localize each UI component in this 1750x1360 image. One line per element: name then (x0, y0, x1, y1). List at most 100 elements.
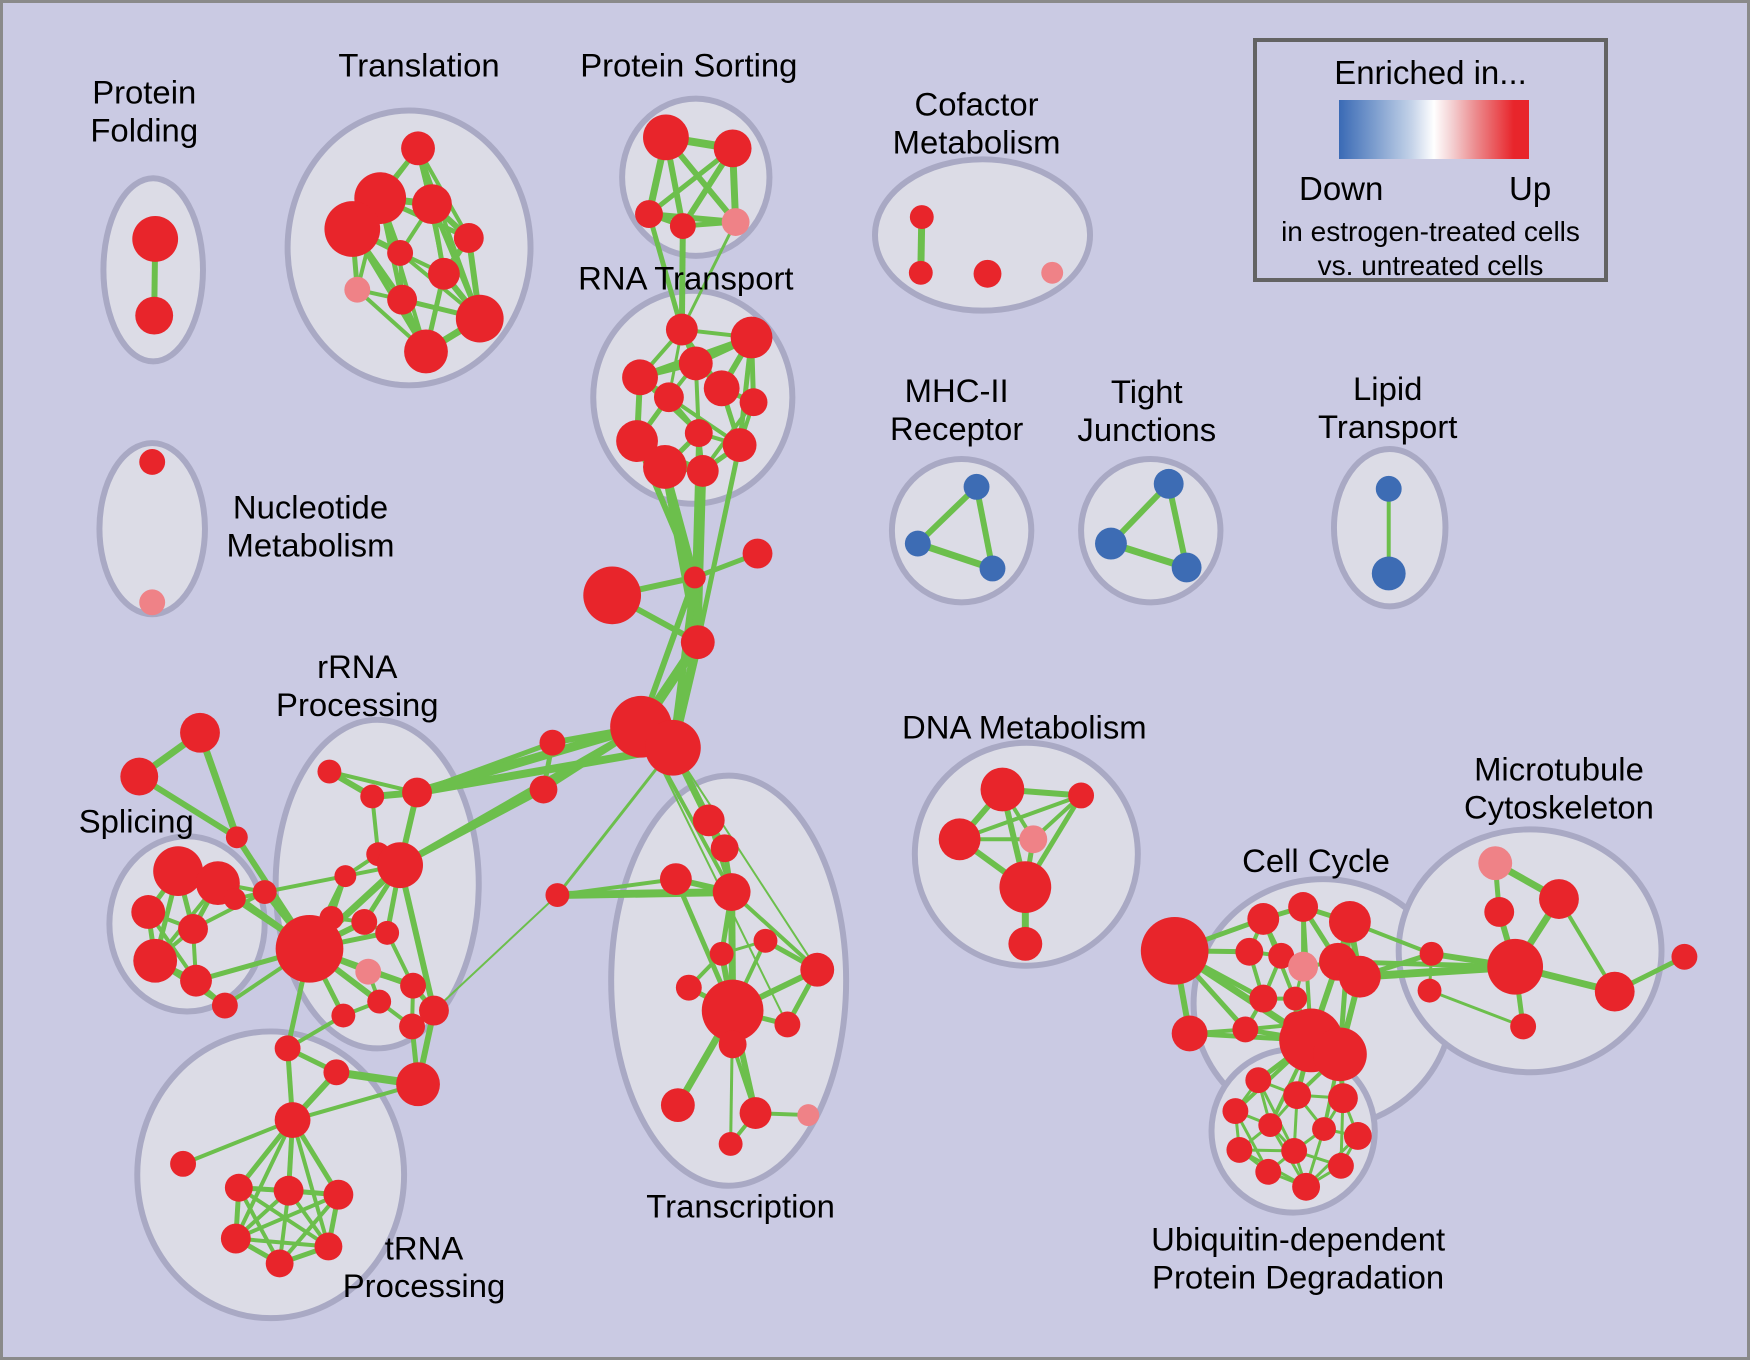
cluster-cofactor-metabolism-label: Metabolism (893, 123, 1061, 160)
node-u4 (1327, 1083, 1358, 1114)
node-cc5 (1328, 901, 1371, 943)
node-u2 (1283, 1081, 1312, 1110)
node-r3 (402, 777, 432, 808)
node-hub2 (645, 719, 701, 776)
node-s1 (539, 729, 566, 756)
node-tx10 (718, 1030, 747, 1059)
legend-subtitle-line1: in estrogen-treated cells (1281, 216, 1580, 247)
cluster-cell-cycle-label: Cell Cycle (1242, 842, 1390, 879)
node-d3 (938, 818, 981, 861)
node-co4 (1041, 261, 1064, 284)
node-sp7 (180, 964, 212, 997)
node-u6 (1312, 1117, 1336, 1141)
node-t3 (412, 184, 452, 225)
edge-tr2-tr3 (137, 774, 239, 840)
legend-gradient-bar (1339, 100, 1529, 159)
node-u8 (1281, 1137, 1308, 1164)
node-n2 (139, 589, 166, 616)
cluster-mhc-ii-receptor-label: Receptor (890, 410, 1023, 447)
node-tIso (170, 1150, 197, 1177)
edge-tn3-tn4 (235, 1192, 340, 1241)
node-mt6 (1594, 971, 1635, 1012)
node-ccPink (1288, 951, 1319, 982)
node-r10 (400, 972, 426, 999)
node-iso1 (742, 538, 773, 569)
node-cc2 (1171, 1015, 1208, 1052)
node-d2 (1068, 782, 1095, 809)
node-tn5 (314, 1232, 343, 1261)
node-rt11 (643, 445, 687, 489)
node-tn2 (273, 1175, 304, 1206)
node-r14 (399, 1013, 425, 1040)
node-rt10 (722, 428, 757, 462)
node-cc11 (1283, 986, 1308, 1011)
node-cc12 (1232, 1016, 1259, 1043)
node-ps4 (669, 213, 696, 239)
node-u3 (1222, 1098, 1249, 1125)
node-c1 (683, 566, 706, 589)
node-t1 (401, 131, 435, 166)
node-rt4 (622, 359, 658, 396)
node-t7 (427, 257, 460, 290)
node-d5 (1008, 926, 1043, 961)
node-cc1 (1140, 916, 1209, 985)
cluster-trna-processing-label: tRNA (385, 1229, 464, 1266)
cluster-dna-metabolism-label: DNA Metabolism (902, 709, 1147, 746)
node-u10 (1255, 1158, 1282, 1185)
node-tr1 (180, 712, 220, 753)
edge-tn3-tn6 (278, 1193, 340, 1265)
node-tn1 (224, 1173, 253, 1202)
node-tx7 (800, 952, 835, 987)
node-rt3 (678, 346, 713, 381)
node-tx9 (774, 1011, 801, 1038)
node-r11 (367, 989, 392, 1014)
cluster-protein-folding-label: Folding (90, 111, 198, 148)
node-c2 (583, 566, 642, 625)
legend-subtitle-line2: vs. untreated cells (1317, 250, 1544, 281)
edge-tHub-tn4 (234, 1119, 295, 1240)
node-ps1 (643, 114, 689, 161)
cluster-rrna-processing-label: Processing (276, 686, 438, 723)
edge-cn-tx4 (557, 888, 732, 900)
edge-mt5-mt8 (1429, 989, 1524, 1028)
node-dPink (1019, 825, 1048, 854)
node-t11 (404, 329, 448, 374)
node-sp3 (131, 895, 166, 929)
cluster-microtubule-cytoskeleton-label: Microtubule (1474, 751, 1644, 788)
node-cn (545, 883, 570, 907)
edge-hub1-r3 (415, 722, 643, 797)
node-rt7 (739, 388, 768, 417)
node-l2 (1371, 556, 1406, 591)
node-co3 (973, 259, 1002, 288)
edge-d2-d3 (958, 793, 1082, 842)
node-n1 (139, 449, 166, 475)
node-t6 (387, 239, 414, 266)
node-mt5 (1417, 978, 1442, 1003)
node-tx13 (718, 1131, 743, 1156)
node-c3 (680, 625, 715, 660)
node-sp6 (133, 938, 178, 983)
node-mt3 (1419, 941, 1444, 966)
cluster-lipid-transport-label: Transport (1318, 408, 1457, 445)
node-rHub (275, 914, 344, 983)
node-tj2 (1095, 527, 1127, 560)
edge-tHub-tn5 (290, 1119, 331, 1248)
cluster-nucleotide-metabolism-label: Metabolism (227, 527, 395, 564)
edge-cn-hub2 (556, 746, 675, 896)
node-d1 (980, 767, 1025, 812)
edge-r6-r13 (397, 864, 437, 1012)
node-rt8 (684, 419, 713, 448)
node-txHub (701, 979, 764, 1042)
node-t10 (455, 294, 504, 343)
edge-tn4-tn5 (235, 1236, 329, 1249)
node-tx4 (712, 873, 751, 911)
node-r16 (323, 1059, 350, 1086)
cluster-lipid-transport-label: Lipid (1353, 370, 1422, 407)
node-m1 (963, 473, 990, 500)
node-u12 (1292, 1172, 1321, 1201)
node-sp1 (153, 846, 203, 897)
node-rt2 (730, 316, 773, 359)
node-r1 (317, 759, 342, 784)
cluster-nucleotide-metabolism-label: Nucleotide (233, 489, 388, 526)
node-ps5 (721, 208, 750, 236)
